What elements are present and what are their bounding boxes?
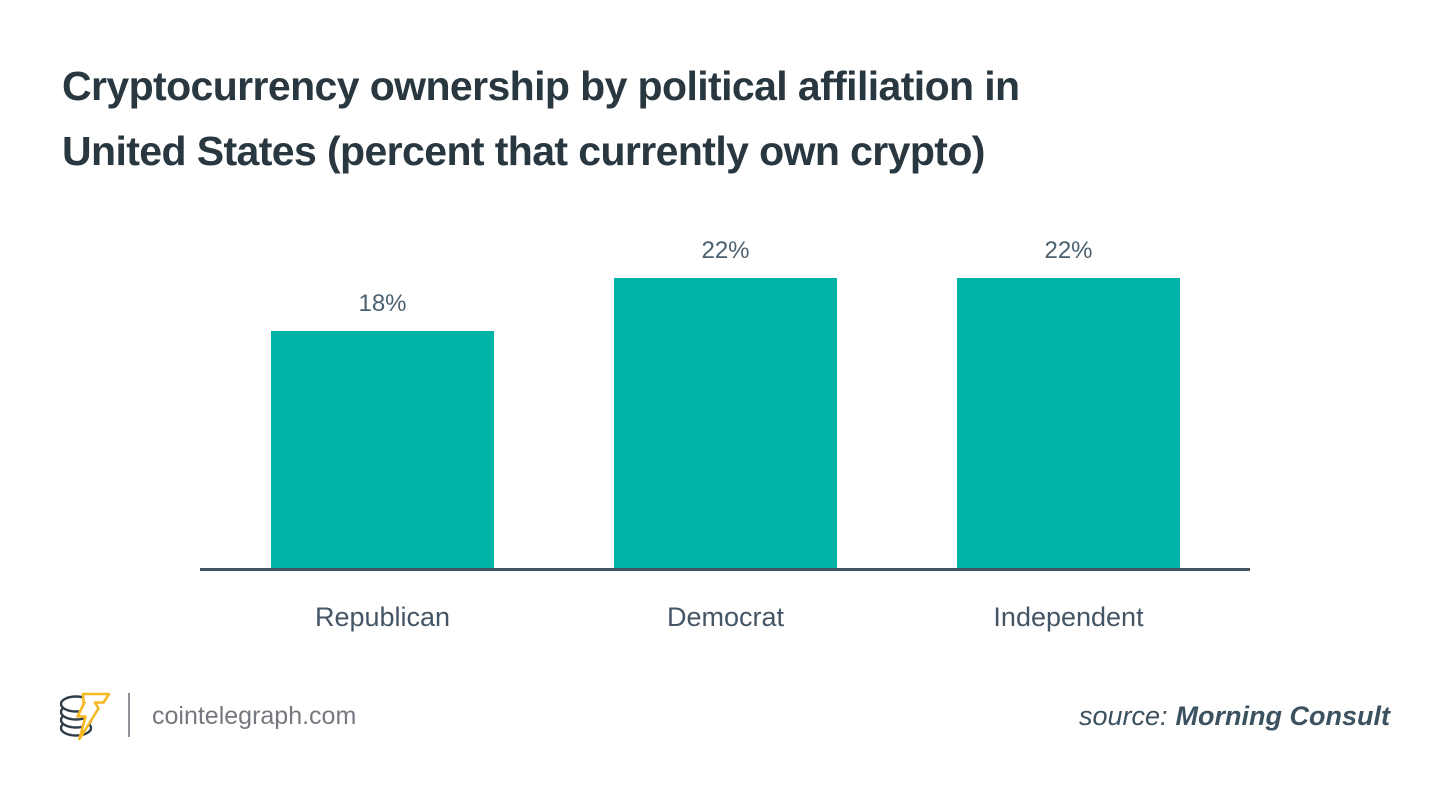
bar-value-label: 18% — [358, 290, 407, 317]
bar-independent — [957, 278, 1180, 568]
bar-republican — [271, 331, 494, 568]
source-attribution: source: Morning Consult — [1079, 701, 1390, 732]
chart-title-line-2: United States (percent that currently ow… — [62, 128, 985, 174]
chart-title-line-1: Cryptocurrency ownership by political af… — [62, 63, 1020, 109]
x-axis-labels: Republican Democrat Independent — [200, 602, 1250, 642]
bar-group-republican: 18% — [271, 290, 494, 568]
lightning-bolt-icon — [76, 692, 111, 741]
cointelegraph-logo-icon — [59, 692, 111, 741]
bar-democrat — [614, 278, 837, 568]
chart-title: Cryptocurrency ownership by political af… — [62, 54, 1020, 184]
source-name: Morning Consult — [1175, 701, 1390, 731]
bar-value-label: 22% — [701, 237, 750, 264]
x-label-republican: Republican — [314, 602, 451, 632]
bar-group-independent: 22% — [957, 237, 1180, 568]
x-label-democrat: Democrat — [666, 602, 785, 632]
brand-text: cointelegraph.com — [152, 702, 357, 730]
footer-divider — [128, 693, 130, 737]
bar-group-democrat: 22% — [614, 237, 837, 568]
bar-value-label: 22% — [1044, 237, 1093, 264]
source-prefix: source: — [1078, 701, 1168, 731]
x-label-independent: Independent — [993, 602, 1144, 632]
bar-chart: 18% 22% 22% — [200, 0, 1250, 568]
x-axis-line — [200, 568, 1250, 571]
cointelegraph-logo — [58, 686, 114, 749]
